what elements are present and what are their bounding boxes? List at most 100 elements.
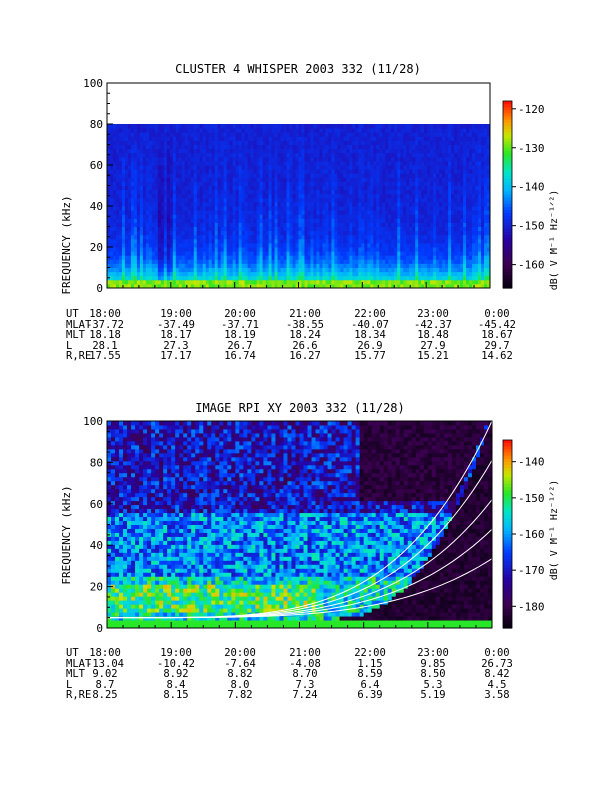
heatmap-cell [133,263,138,268]
heatmap-cell [478,251,482,256]
heatmap-cell [112,132,117,137]
heatmap-cell [451,214,455,219]
heatmap-cell [403,263,407,268]
heatmap-cell [391,206,395,211]
heatmap-cell [370,230,374,236]
heatmap-cell [172,247,177,252]
heatmap-cell [460,247,464,252]
heatmap-cell [358,255,362,260]
heatmap-cell [208,283,213,289]
heatmap-cell [313,283,317,289]
heatmap-cell [403,173,407,178]
heatmap-cell [433,283,437,289]
heatmap-cell [107,165,111,170]
heatmap-cell [457,160,461,166]
heatmap-cell [112,259,117,264]
heatmap-cell [211,197,216,203]
heatmap-cell [154,132,159,137]
heatmap-cell [352,140,356,145]
heatmap-cell [295,140,299,145]
heatmap-cell [466,144,470,150]
heatmap-cell [292,279,297,285]
heatmap-cell [226,279,231,285]
heatmap-cell [220,206,225,211]
heatmap-cell [109,148,114,154]
heatmap-cell [394,222,398,227]
heatmap-cell [151,255,156,260]
heatmap-cell [463,267,467,273]
heatmap-cell [205,226,210,232]
heatmap-cell [142,206,147,211]
heatmap-cell [121,144,126,150]
heatmap-cell [259,263,264,268]
heatmap-cell [298,234,302,240]
heatmap-cell [142,242,147,248]
heatmap-cell [118,124,123,129]
heatmap-cell [163,283,168,289]
heatmap-cell [388,218,392,223]
heatmap-cell [367,218,371,223]
heatmap-cell [181,242,186,248]
heatmap-cell [286,201,291,207]
heatmap-cell [151,242,156,248]
heatmap-cell [382,173,386,178]
heatmap-cell [169,214,174,219]
heatmap-cell [187,169,192,174]
heatmap-cell [322,255,326,260]
heatmap-cell [304,169,308,174]
heatmap-cell [382,140,386,145]
heatmap-cell [409,177,413,182]
heatmap-cell [322,222,326,227]
heatmap-cell [436,193,440,199]
heatmap-cell [406,275,410,281]
heatmap-cell [451,255,455,260]
heatmap-cell [457,152,461,158]
heatmap-cell [430,197,434,203]
heatmap-cell [334,136,338,141]
heatmap-cell [235,140,240,145]
heatmap-cell [151,206,156,211]
heatmap-cell [262,140,267,145]
heatmap-cell [172,267,177,273]
heatmap-cell [325,251,329,256]
heatmap-cell [187,201,192,207]
heatmap-cell [331,218,335,223]
heatmap-cell [193,156,198,162]
heatmap-cell [415,173,419,178]
heatmap-cell [148,128,153,133]
heatmap-cell [403,185,407,191]
heatmap-cell [274,140,279,145]
heatmap-cell [166,128,171,133]
heatmap-cell [469,140,473,145]
heatmap-cell [346,267,350,273]
heatmap-cell [328,255,332,260]
heatmap-cell [277,242,282,248]
heatmap-cell [107,144,111,150]
heatmap-cell [211,255,216,260]
heatmap-cell [325,222,329,227]
heatmap-cell [454,152,458,158]
heatmap-cell [421,263,425,268]
heatmap-cell [118,238,123,244]
heatmap-cell [370,144,374,150]
heatmap-cell [175,279,180,285]
heatmap-cell [166,218,171,223]
heatmap-cell [199,189,204,195]
heatmap-cell [178,259,183,264]
heatmap-cell [181,238,186,244]
heatmap-cell [421,124,425,129]
heatmap-cell [190,140,195,145]
heatmap-cell [289,275,294,281]
heatmap-cell [253,210,258,215]
heatmap-cell [184,218,189,223]
heatmap-cell [388,189,392,195]
heatmap-cell [208,193,213,199]
heatmap-cell [226,144,231,150]
heatmap-cell [238,242,243,248]
heatmap-cell [418,214,422,219]
heatmap-cell [199,206,204,211]
heatmap-cell [334,206,338,211]
heatmap-cell [262,160,267,166]
heatmap-cell [115,144,120,150]
heatmap-cell [355,206,359,211]
